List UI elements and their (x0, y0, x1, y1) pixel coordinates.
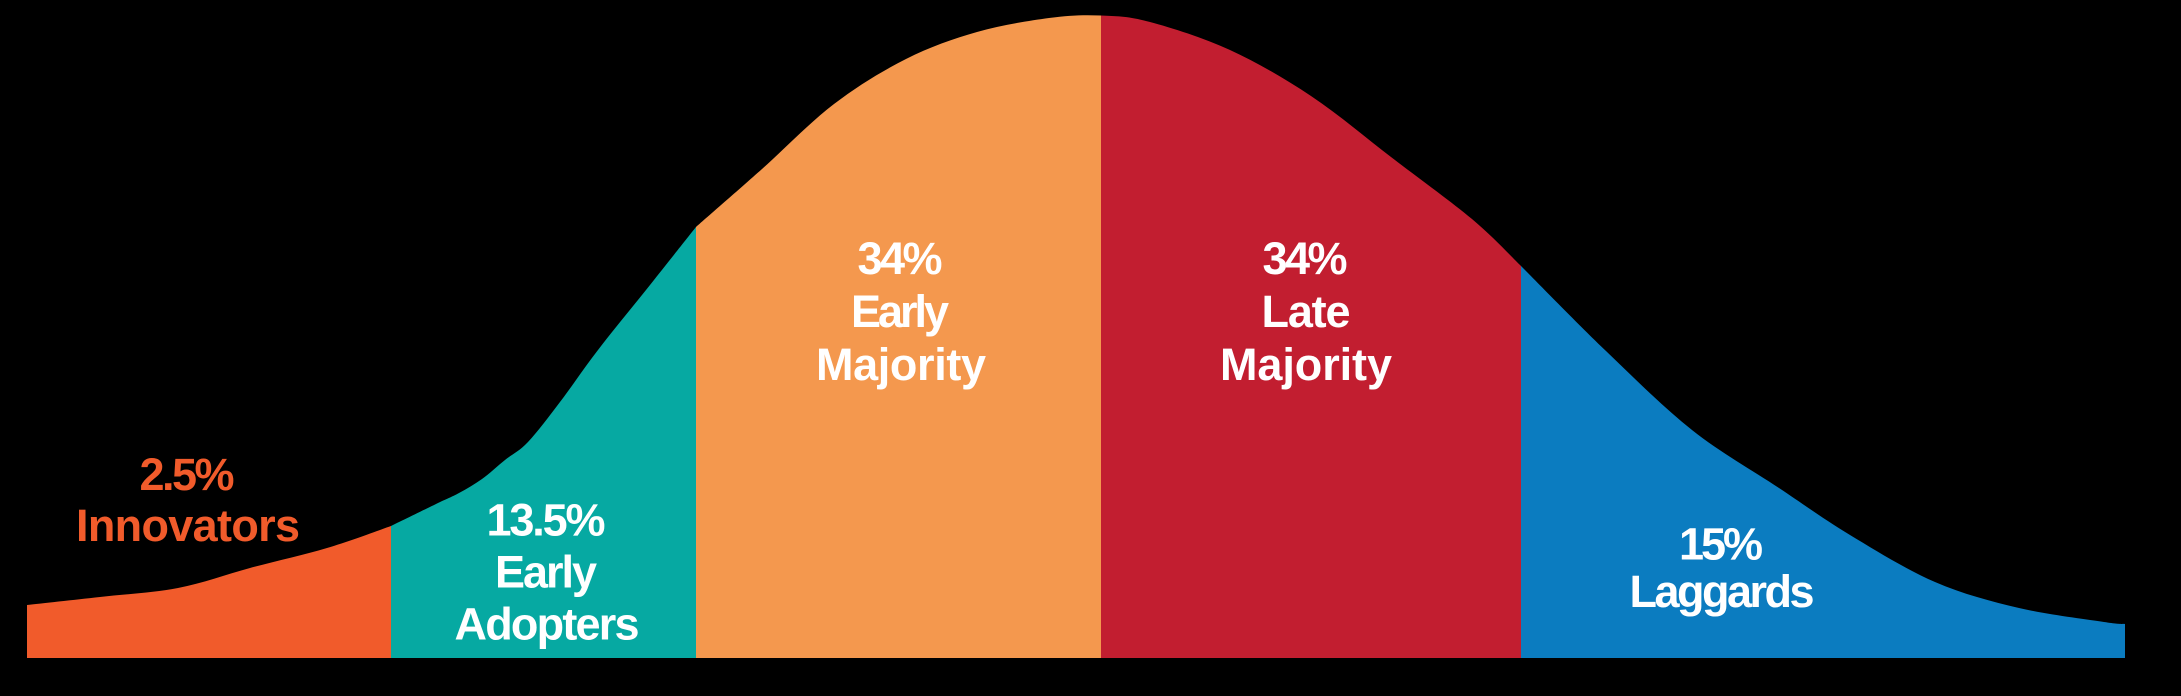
svg-text:Late: Late (1262, 286, 1351, 337)
svg-text:2.5%: 2.5% (140, 449, 235, 500)
svg-text:Adopters: Adopters (455, 599, 640, 650)
svg-text:Innovators: Innovators (76, 500, 300, 551)
svg-text:Early: Early (851, 286, 949, 337)
svg-text:Laggards: Laggards (1630, 566, 1815, 617)
svg-text:Early: Early (495, 547, 597, 598)
svg-text:34%: 34% (858, 233, 943, 284)
svg-text:34%: 34% (1263, 233, 1348, 284)
svg-text:13.5%: 13.5% (487, 495, 606, 546)
svg-text:Majority: Majority (816, 339, 986, 390)
svg-text:Majority: Majority (1220, 339, 1392, 390)
svg-text:15%: 15% (1679, 519, 1763, 570)
